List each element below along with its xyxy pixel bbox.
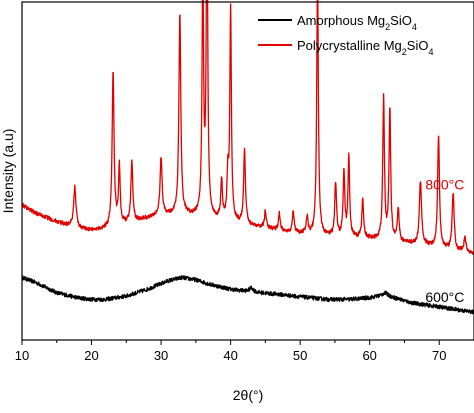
x-tick-label: 50 (293, 348, 307, 363)
x-tick-label: 70 (432, 348, 446, 363)
x-tick-label: 60 (362, 348, 376, 363)
legend: Amorphous Mg2SiO4 Polycrystalline Mg2SiO4 (258, 13, 433, 57)
x-tick-label: 10 (15, 348, 29, 363)
x-axis-title: 2θ(°) (233, 387, 264, 403)
x-tick-label: 40 (223, 348, 237, 363)
temperature-label-1: 800°C (425, 177, 464, 193)
legend-label-1: Amorphous Mg2SiO4 (297, 13, 417, 32)
series-curves (21, 0, 474, 315)
series-line-1 (21, 275, 474, 315)
annotations: 800°C 600°C (425, 177, 464, 306)
x-tick-label: 20 (84, 348, 98, 363)
temperature-label-2: 600°C (425, 289, 464, 305)
series-line-2 (21, 0, 474, 255)
plot-frame (21, 1, 474, 341)
x-tick-label: 30 (154, 348, 168, 363)
legend-label-2: Polycrystalline Mg2SiO4 (297, 38, 433, 57)
x-axis-ticks: 10 20 30 40 50 60 70 (15, 340, 446, 363)
y-axis-title: Intensity (a.u) (0, 129, 16, 214)
